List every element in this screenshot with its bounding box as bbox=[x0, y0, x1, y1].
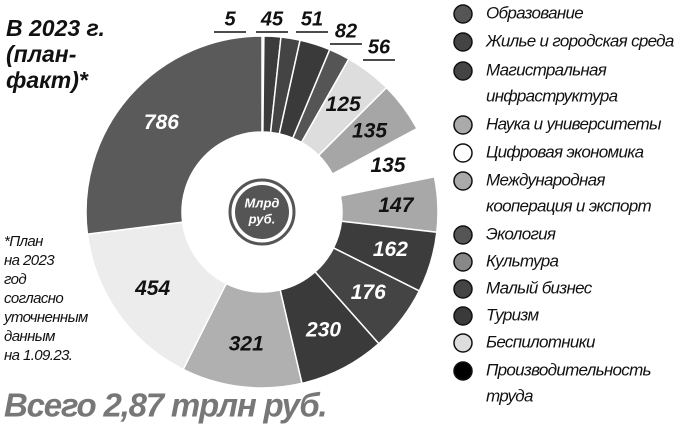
value-label: 45 bbox=[260, 8, 284, 30]
footnote: данным bbox=[4, 328, 55, 345]
value-label: 51 bbox=[301, 8, 323, 30]
donut-segment bbox=[85, 35, 263, 236]
value-label: 135 bbox=[370, 154, 405, 177]
legend-label: Малый бизнес bbox=[486, 278, 593, 297]
chart-title: (план- bbox=[6, 41, 76, 67]
center-label: Млрд bbox=[245, 195, 280, 210]
footnote: на 2023 bbox=[4, 252, 55, 269]
value-label: 230 bbox=[305, 319, 341, 342]
legend-label: Жилье и городская среда bbox=[485, 31, 674, 50]
legend-swatch bbox=[453, 225, 473, 245]
footnote: на 1.09.23. bbox=[4, 347, 72, 364]
value-label: 5 bbox=[224, 8, 236, 30]
value-label: 147 bbox=[378, 194, 414, 217]
chart-title: В 2023 г. bbox=[6, 15, 105, 41]
donut-segment bbox=[86, 221, 228, 371]
legend-swatch bbox=[453, 252, 473, 272]
value-label: 82 bbox=[335, 20, 357, 42]
legend-label: Магистральная bbox=[486, 60, 607, 79]
value-label: 786 bbox=[144, 111, 179, 134]
legend-label: Беспилотники bbox=[486, 332, 596, 351]
legend-label: Производительность bbox=[486, 360, 651, 379]
center-label: руб. bbox=[248, 211, 276, 226]
value-label: 135 bbox=[352, 120, 387, 143]
legend-swatch bbox=[453, 279, 473, 299]
legend-label: Туризм bbox=[486, 305, 539, 324]
legend-swatch bbox=[453, 143, 473, 163]
legend-label: Экология bbox=[486, 224, 556, 243]
total: Всего 2,87 трлн руб. bbox=[4, 387, 326, 424]
legend-swatch bbox=[453, 32, 473, 52]
center-badge bbox=[235, 185, 289, 239]
legend-swatch bbox=[453, 4, 473, 24]
legend-label: Международная bbox=[486, 170, 605, 189]
legend-swatch bbox=[453, 306, 473, 326]
legend-swatch bbox=[453, 61, 473, 81]
legend-label: Культура bbox=[486, 251, 559, 270]
value-label: 454 bbox=[134, 277, 170, 300]
legend-swatch bbox=[453, 361, 473, 381]
legend-swatch bbox=[453, 115, 473, 135]
legend-swatch bbox=[453, 333, 473, 353]
chart-title: факт)* bbox=[6, 67, 89, 93]
footnote: год bbox=[4, 271, 26, 288]
legend-label: инфраструктура bbox=[486, 86, 618, 105]
value-label: 125 bbox=[326, 93, 361, 116]
value-label: 176 bbox=[351, 281, 386, 304]
value-label: 162 bbox=[373, 238, 408, 261]
legend-label: труда bbox=[486, 386, 533, 405]
footnote: *План bbox=[4, 233, 43, 250]
value-label: 321 bbox=[229, 333, 264, 356]
value-label: 56 bbox=[368, 36, 391, 58]
legend-label: Наука и университеты bbox=[486, 114, 662, 133]
footnote: уточненным bbox=[3, 309, 88, 326]
legend-label: Образование bbox=[486, 3, 583, 22]
legend-swatch bbox=[453, 171, 473, 191]
legend-label: Цифровая экономика bbox=[486, 142, 644, 161]
legend-label: кооперация и экспорт bbox=[486, 196, 651, 215]
footnote: согласно bbox=[4, 290, 63, 307]
